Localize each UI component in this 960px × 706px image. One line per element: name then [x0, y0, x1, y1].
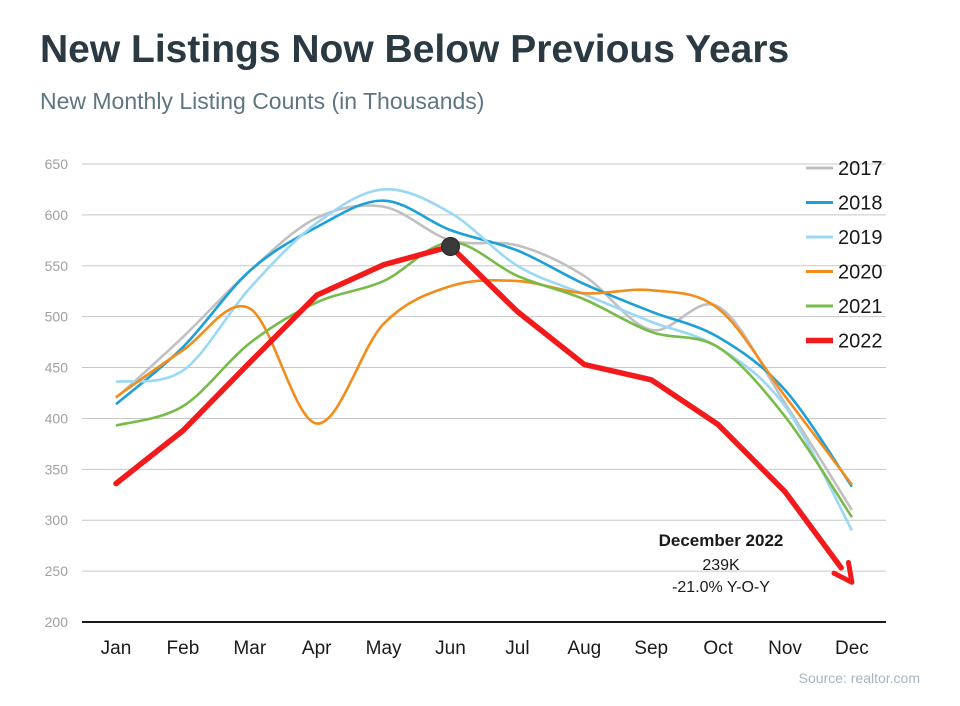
series-lines [113, 188, 855, 585]
series-line-2021 [115, 241, 853, 518]
annotation-value: 239K [702, 557, 740, 574]
y-axis-ticks: 200 250 300 350 400 450 500 550 600 650 [45, 156, 69, 630]
x-tick-label: Jul [505, 638, 529, 659]
x-tick-label: Jan [101, 638, 132, 659]
x-tick-label: May [366, 638, 402, 659]
x-tick-label: Nov [768, 638, 802, 659]
peak-marker [441, 236, 460, 256]
x-tick-label: Oct [703, 638, 733, 659]
series-line-2017 [115, 204, 854, 511]
annotation-heading: December 2022 [659, 531, 784, 550]
gridlines [82, 163, 886, 623]
x-tick-label: Feb [167, 638, 200, 659]
y-tick-label: 650 [45, 156, 69, 172]
source-credit: Source: realtor.com [798, 670, 920, 686]
chart-title: New Listings Now Below Previous Years [40, 28, 790, 71]
x-tick-label: Dec [835, 638, 869, 659]
x-tick-label: Aug [567, 638, 601, 659]
series-line-2019 [115, 188, 854, 532]
x-tick-label: Mar [233, 638, 266, 659]
x-tick-label: Apr [302, 638, 332, 659]
y-tick-label: 350 [45, 461, 69, 477]
y-tick-label: 300 [45, 512, 69, 528]
legend-label-2018: 2018 [838, 193, 883, 215]
chart-subtitle: New Monthly Listing Counts (in Thousands… [40, 88, 485, 114]
y-tick-label: 550 [45, 258, 69, 274]
y-tick-label: 500 [45, 309, 69, 325]
legend-label-2019: 2019 [838, 227, 883, 249]
y-tick-label: 200 [45, 614, 69, 630]
x-tick-label: Sep [634, 638, 668, 659]
y-tick-label: 400 [45, 410, 69, 426]
legend-label-2021: 2021 [838, 296, 883, 318]
y-tick-label: 250 [45, 563, 69, 579]
x-axis-ticks: Jan Feb Mar Apr May Jun Jul Aug Sep Oct Nov Dec [101, 638, 869, 659]
legend-label-2022: 2022 [838, 331, 883, 353]
legend-label-2017: 2017 [838, 158, 883, 180]
y-tick-label: 600 [45, 207, 69, 223]
trend-arrow-head [831, 559, 855, 585]
annotation-change: -21.0% Y-O-Y [672, 579, 770, 596]
series-line-2022 [113, 243, 844, 571]
x-tick-label: Jun [435, 638, 466, 659]
series-line-2020 [115, 278, 853, 486]
y-tick-label: 450 [45, 360, 69, 376]
legend: 2017 2018 2019 2020 2021 2022 [806, 158, 883, 353]
annotation: December 2022 239K -21.0% Y-O-Y [659, 531, 784, 596]
legend-label-2020: 2020 [838, 262, 883, 284]
